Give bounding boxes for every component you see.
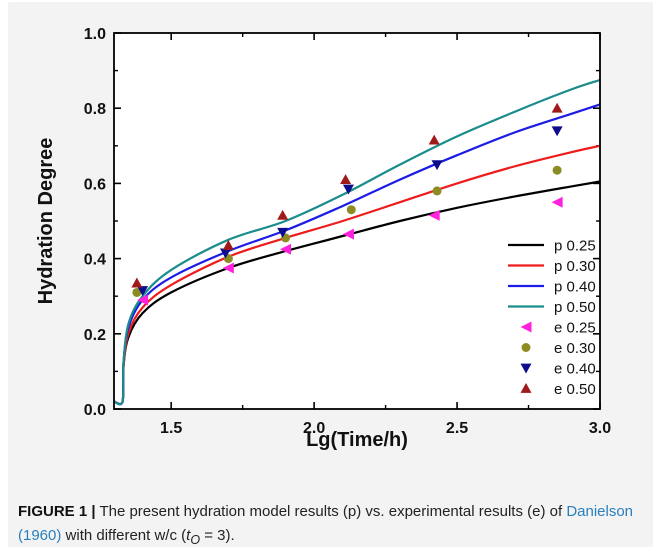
- series-line-p-0-50: [113, 78, 601, 406]
- legend-label: e 0.30: [554, 340, 596, 357]
- data-point: [346, 205, 356, 215]
- y-tick-label: 0.8: [84, 101, 106, 118]
- series-markers-e-0-25: [137, 196, 563, 306]
- series-markers-e-0-50: [131, 102, 563, 288]
- data-point: [552, 165, 562, 175]
- data-point: [428, 134, 440, 145]
- x-tick-label: 1.5: [160, 420, 182, 437]
- y-tick-label: 0.0: [84, 402, 106, 419]
- data-point: [131, 277, 143, 288]
- legend-item: e 0.50: [520, 381, 596, 398]
- data-point: [277, 227, 289, 238]
- hydration-chart: 1.5 2.0 2.5 3.0 0.0 0.2 0.4 0.6 0.8 1.0 Lg(Time/h)…: [35, 26, 611, 451]
- legend-swatch: [520, 363, 532, 374]
- data-point: [432, 186, 442, 196]
- legend-item: p 0.50: [508, 299, 596, 316]
- data-point: [137, 294, 149, 306]
- legend-label: p 0.30: [554, 258, 596, 275]
- data-point: [342, 228, 354, 240]
- data-point: [222, 262, 234, 274]
- figure-card: 1.5 2.0 2.5 3.0 0.0 0.2 0.4 0.6 0.8 1.0 Lg(Time/h)…: [8, 2, 653, 547]
- legend-label: e 0.50: [554, 381, 596, 398]
- data-point: [551, 196, 563, 208]
- y-axis-title: Hydration Degree: [35, 138, 57, 305]
- legend-label: p 0.25: [554, 238, 596, 255]
- y-tick-label: 0.4: [84, 252, 106, 269]
- legend-swatch: [520, 383, 532, 393]
- caption-text-1: The present hydration model results (p) …: [95, 503, 567, 520]
- legend-label: p 0.40: [554, 279, 596, 296]
- caption-text-2: with different w/c (: [61, 527, 187, 544]
- data-point: [137, 286, 149, 297]
- legend-swatch: [521, 343, 531, 352]
- x-tick-label: 2.5: [446, 420, 468, 437]
- data-point: [219, 248, 231, 259]
- data-point: [280, 243, 292, 255]
- x-tick-label: 3.0: [589, 420, 611, 437]
- series-markers-e-0-30: [132, 165, 562, 297]
- data-point: [340, 174, 352, 185]
- data-point: [132, 287, 142, 297]
- data-point: [431, 160, 443, 171]
- figure-label: FIGURE 1 |: [18, 503, 96, 520]
- data-point: [551, 126, 563, 137]
- legend-item: p 0.40: [508, 279, 596, 296]
- legend-item: p 0.25: [508, 238, 596, 255]
- data-point: [342, 184, 354, 195]
- plot-frame: [113, 32, 601, 410]
- legend-label: e 0.25: [554, 320, 596, 337]
- legend-item: e 0.30: [521, 340, 596, 357]
- legend-item: e 0.25: [520, 320, 596, 337]
- x-tick-label: 2.0: [303, 420, 325, 437]
- legend: p 0.25 p 0.30 p 0.40 p 0.50 e 0.25 e 0.30 e 0.…: [508, 238, 596, 398]
- legend-label: p 0.50: [554, 299, 596, 316]
- data-point: [551, 102, 563, 113]
- legend-item: e 0.40: [520, 361, 596, 378]
- data-point: [428, 209, 440, 221]
- x-axis-title: Lg(Time/h): [306, 429, 408, 451]
- data-point: [277, 209, 289, 220]
- y-tick-label: 1.0: [84, 26, 106, 43]
- legend-label: e 0.40: [554, 361, 596, 378]
- caption-text-3: = 3).: [200, 527, 235, 544]
- data-point: [222, 239, 234, 250]
- legend-swatch: [520, 321, 532, 333]
- citation-link[interactable]: Danielson (1960): [18, 503, 634, 544]
- caption-t-sub: O: [190, 533, 201, 547]
- series-markers-e-0-40: [137, 126, 563, 297]
- plot-area: [114, 33, 600, 409]
- y-tick-label: 0.2: [84, 327, 106, 344]
- caption-t-var: t: [186, 527, 191, 544]
- figure-caption: FIGURE 1 | The present hydration model r…: [18, 500, 648, 552]
- legend-item: p 0.30: [508, 258, 596, 275]
- y-tick-label: 0.6: [84, 176, 106, 193]
